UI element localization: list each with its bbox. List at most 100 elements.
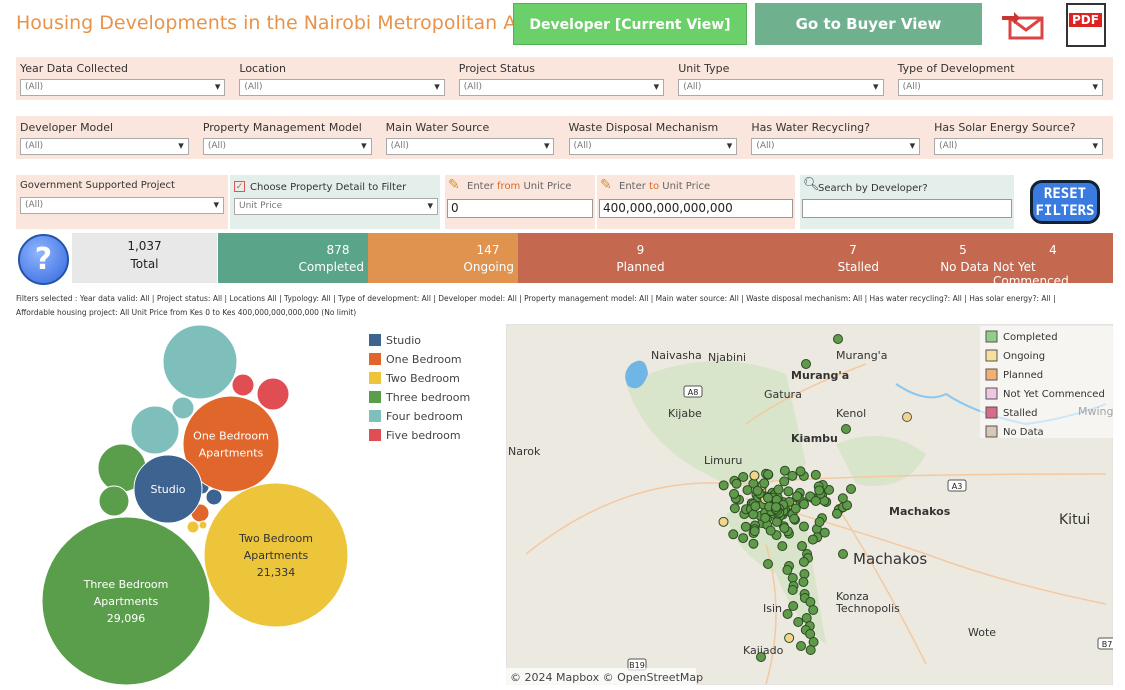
buyer-view-button[interactable]: Go to Buyer View <box>755 3 982 45</box>
place-label: Gatura <box>764 388 802 401</box>
status-value: 147 <box>476 243 500 257</box>
project-dot <box>788 601 799 611</box>
developer-view-button[interactable]: Developer [Current View] <box>513 3 747 45</box>
bubble <box>98 485 130 517</box>
total-tile: 1,037 Total <box>72 233 217 283</box>
project-dot <box>738 533 749 544</box>
project-dot <box>763 559 773 569</box>
road <box>745 363 867 425</box>
project-dot <box>837 493 848 504</box>
map-legend-swatch <box>985 368 998 381</box>
project-dot <box>779 476 790 487</box>
text-input[interactable]: 400,000,000,000,000 <box>599 199 793 218</box>
filter-dropdown[interactable]: (All) <box>20 79 226 96</box>
filter-dropdown[interactable]: (All) <box>202 138 372 155</box>
bubble-label: 21,334 <box>257 566 296 579</box>
filter-dropdown[interactable]: (All) <box>20 138 189 155</box>
project-dot <box>763 469 774 480</box>
bubble <box>198 520 208 530</box>
project-dot <box>798 577 809 587</box>
road-label: A3 <box>952 482 963 491</box>
filter-row-3: Government Supported Project (All) ✓ Choose… <box>16 175 1113 229</box>
reset-text: RESET <box>1043 186 1087 202</box>
filter-dropdown[interactable]: (All) <box>239 79 445 96</box>
project-dot <box>752 485 763 496</box>
project-dot <box>729 488 740 499</box>
status-value: 4 <box>1049 243 1057 257</box>
status-label: No Data <box>940 260 989 274</box>
filter-dropdown[interactable]: (All) <box>385 138 555 155</box>
place-label: Kiambu <box>791 432 838 445</box>
pencil-icon: ✎ <box>600 177 612 193</box>
text-input[interactable] <box>802 199 1012 218</box>
bubble <box>186 520 200 534</box>
status-value: 9 <box>636 243 645 257</box>
filter-row-1: Year Data Collected (All) Location (All) Pro… <box>16 57 1113 100</box>
place-label: Murang'a <box>791 369 849 382</box>
status-tile: 5 No Data <box>883 233 993 283</box>
place-label: Naivasha <box>651 349 702 362</box>
filter-cell: Enter from Unit Price ✎ 0 <box>445 175 595 229</box>
filter-cell: Enter to Unit Price ✎ 400,000,000,000,000 <box>597 175 795 229</box>
road-badge <box>683 385 703 398</box>
legend-label: One Bedroom <box>386 353 462 366</box>
place-label: Limuru <box>704 454 742 467</box>
filter-dropdown[interactable]: (All) <box>458 79 665 96</box>
filter-dropdown[interactable]: Unit Price <box>234 198 438 215</box>
place-label: Murang'a <box>836 349 887 362</box>
project-dot <box>808 605 819 615</box>
project-dot <box>782 565 793 575</box>
project-dot <box>797 541 808 552</box>
road-label: B7 <box>1102 640 1113 649</box>
text-input[interactable]: 0 <box>447 199 593 218</box>
project-dot <box>846 484 856 494</box>
project-dot <box>760 512 771 523</box>
road <box>835 503 927 665</box>
checkbox[interactable]: ✓ <box>234 181 245 192</box>
map-legend-swatch <box>985 425 998 438</box>
pdf-label: PDF <box>1069 13 1102 27</box>
status-tile: 7 Stalled <box>763 233 883 283</box>
legend-swatch <box>369 410 381 422</box>
place-label: Technopolis <box>835 602 900 615</box>
map-legend-swatch <box>985 387 998 400</box>
reset-button[interactable]: RESET FILTERS <box>1030 180 1100 224</box>
filter-label: Project Status <box>458 62 535 75</box>
project-dot <box>773 484 784 495</box>
project-dot <box>784 633 795 643</box>
project-dot <box>765 525 776 536</box>
filter-label: Unit Type <box>678 62 730 75</box>
mail-icon[interactable] <box>1000 8 1046 42</box>
filter-dropdown[interactable]: (All) <box>678 79 884 96</box>
bubble-label: Apartments <box>199 447 264 460</box>
filter-dropdown[interactable]: (All) <box>897 79 1103 96</box>
filter-dropdown[interactable]: (All) <box>934 138 1103 155</box>
project-dot <box>728 529 739 540</box>
pdf-icon[interactable]: PDF <box>1066 3 1106 47</box>
help-button[interactable]: ? <box>18 234 69 285</box>
pencil-icon: ✎ <box>448 177 460 193</box>
bubble <box>256 377 290 411</box>
road-badge <box>947 479 967 492</box>
filters-summary: Affordable housing project: All Unit Pri… <box>16 308 357 317</box>
place-label: Njabini <box>708 351 746 364</box>
bubble-label: One Bedroom <box>193 430 269 443</box>
search-icon: 🔍︎ <box>803 177 820 192</box>
legend-label: Four bedroom <box>386 410 463 423</box>
project-dot <box>756 652 766 662</box>
project-dot <box>831 508 842 519</box>
project-dot <box>783 486 794 497</box>
filter-row-2: Developer Model (All) Property Management … <box>16 116 1113 159</box>
filter-dropdown[interactable]: (All) <box>751 138 921 155</box>
filter-dropdown[interactable]: (All) <box>20 197 224 214</box>
filter-dropdown[interactable]: (All) <box>568 138 738 155</box>
reset-text: FILTERS <box>1035 203 1095 219</box>
project-dot <box>748 509 759 520</box>
filter-label: Year Data Collected <box>20 62 128 75</box>
project-dot <box>833 334 843 344</box>
filter-label: Has Water Recycling? <box>751 121 871 134</box>
map-legend-swatch <box>985 330 998 343</box>
filter-label: Search by Developer? <box>818 183 928 194</box>
status-tile: 9 Planned <box>518 233 763 283</box>
filter-label: Has Solar Energy Source? <box>934 121 1076 134</box>
